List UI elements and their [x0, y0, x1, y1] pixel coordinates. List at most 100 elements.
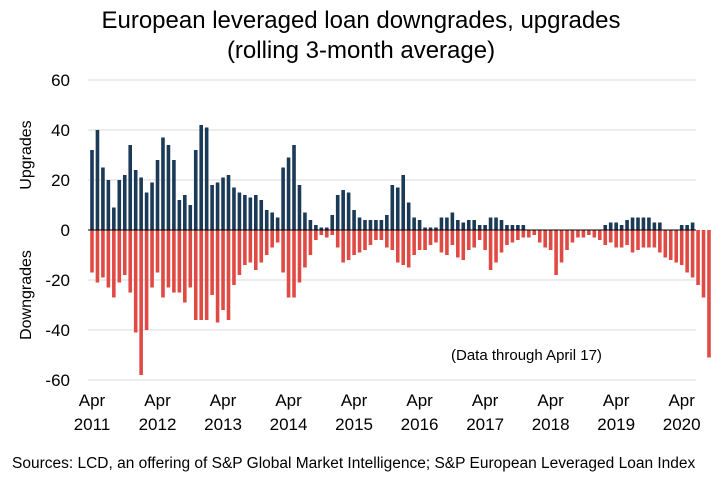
x-tick-year: 2017: [466, 415, 504, 434]
downgrade-bar: [363, 230, 367, 250]
downgrade-bar: [456, 230, 460, 258]
y-label-downgrades: Downgrades: [18, 250, 35, 340]
upgrade-bar: [243, 195, 247, 230]
gridlines: [88, 79, 696, 381]
upgrade-bar: [625, 220, 629, 230]
upgrade-bar: [357, 217, 362, 230]
downgrade-bar: [565, 230, 569, 250]
downgrade-bar: [505, 230, 509, 245]
downgrade-bar: [614, 230, 618, 248]
x-tick-year: 2016: [401, 415, 439, 434]
downgrade-bar: [243, 230, 247, 265]
upgrade-bar: [172, 160, 176, 230]
downgrade-bar: [177, 230, 182, 293]
x-tick-month: Apr: [341, 391, 368, 410]
downgrade-bar: [652, 230, 657, 248]
upgrade-bar: [155, 160, 160, 230]
upgrade-bar: [647, 217, 651, 230]
upgrade-bar: [90, 150, 94, 230]
downgrade-bar: [210, 230, 214, 295]
downgrade-bar: [679, 230, 684, 265]
chart-title-line1: European leveraged loan downgrades, upgr…: [101, 7, 621, 34]
x-tick-year: 2014: [270, 415, 308, 434]
upgrade-bar: [215, 182, 220, 230]
upgrade-bar: [106, 180, 111, 230]
upgrade-bar: [658, 222, 662, 230]
downgrade-bar: [439, 230, 444, 253]
x-axis-ticks: Apr 2011 Apr 2012 Apr 2013 Apr 2014 Apr 2015 Apr 20…: [74, 391, 701, 434]
upgrade-bar: [363, 220, 367, 230]
upgrade-bar: [319, 227, 324, 230]
x-tick-year: 2019: [597, 415, 635, 434]
upgrade-bar: [472, 220, 476, 230]
downgrade-bar: [395, 230, 400, 263]
downgrade-bar: [117, 230, 122, 283]
upgrade-bar: [368, 220, 373, 230]
upgrade-bar: [139, 177, 143, 230]
upgrade-bar: [122, 175, 127, 230]
downgrade-bar: [90, 230, 94, 273]
upgrade-bar: [346, 192, 351, 230]
downgrade-bar: [690, 230, 695, 278]
upgrade-bar: [445, 217, 449, 230]
downgrade-bar: [401, 230, 406, 265]
upgrade-bar: [505, 225, 509, 230]
downgrade-bar: [412, 230, 416, 255]
downgrade-bar: [494, 230, 498, 263]
x-tick-year: 2011: [74, 415, 111, 434]
upgrade-bar: [352, 210, 356, 230]
downgrade-bar: [259, 230, 264, 263]
upgrade-bar: [690, 222, 695, 230]
downgrade-bar: [576, 230, 580, 238]
x-tick-year: 2012: [139, 415, 177, 434]
upgrade-bar: [428, 227, 433, 230]
upgrade-bar: [226, 175, 231, 230]
upgrade-bar: [144, 192, 149, 230]
downgrade-bar: [314, 230, 318, 240]
downgrade-bar: [559, 230, 564, 263]
downgrade-bar: [352, 230, 356, 255]
downgrade-bar: [537, 230, 542, 243]
downgrade-bar: [275, 230, 280, 243]
downgrade-bar: [636, 230, 640, 250]
downgrade-bar: [122, 230, 127, 275]
upgrade-bar: [281, 167, 285, 230]
upgrade-bar: [439, 217, 444, 230]
downgrade-bar: [527, 230, 531, 238]
downgrade-bar: [161, 230, 165, 298]
downgrade-bar: [543, 230, 547, 248]
downgrade-bar: [150, 230, 154, 288]
y-tick-label: -60: [45, 371, 70, 390]
downgrade-bar: [237, 230, 242, 275]
upgrade-bar: [259, 200, 264, 230]
upgrade-bar: [636, 217, 640, 230]
upgrade-bar: [341, 190, 345, 230]
downgrade-bar: [215, 230, 220, 323]
upgrade-bar: [335, 195, 340, 230]
downgrade-bar: [428, 230, 433, 245]
upgrade-bar: [450, 212, 455, 230]
downgrade-bar: [483, 230, 487, 250]
downgrade-bar: [330, 230, 335, 235]
x-tick-month: Apr: [603, 391, 630, 410]
downgrade-bar: [341, 230, 345, 263]
upgrade-bar: [488, 217, 493, 230]
downgrade-bar: [128, 230, 133, 293]
downgrade-bar: [641, 230, 646, 248]
downgrade-bar: [199, 230, 203, 320]
downgrade-bar: [532, 230, 537, 235]
downgrade-bar: [647, 230, 651, 248]
upgrade-bar: [161, 137, 165, 230]
x-tick-month: Apr: [537, 391, 564, 410]
downgrade-bar: [406, 230, 411, 268]
downgrade-bar: [226, 230, 231, 320]
downgrade-bar: [254, 230, 258, 270]
upgrade-bar: [483, 225, 487, 230]
downgrade-bar: [139, 230, 143, 375]
upgrade-bar: [456, 220, 460, 230]
upgrade-bar: [128, 145, 133, 230]
y-tick-label: -20: [45, 271, 70, 290]
upgrade-bar: [292, 145, 296, 230]
upgrade-bar: [150, 182, 154, 230]
